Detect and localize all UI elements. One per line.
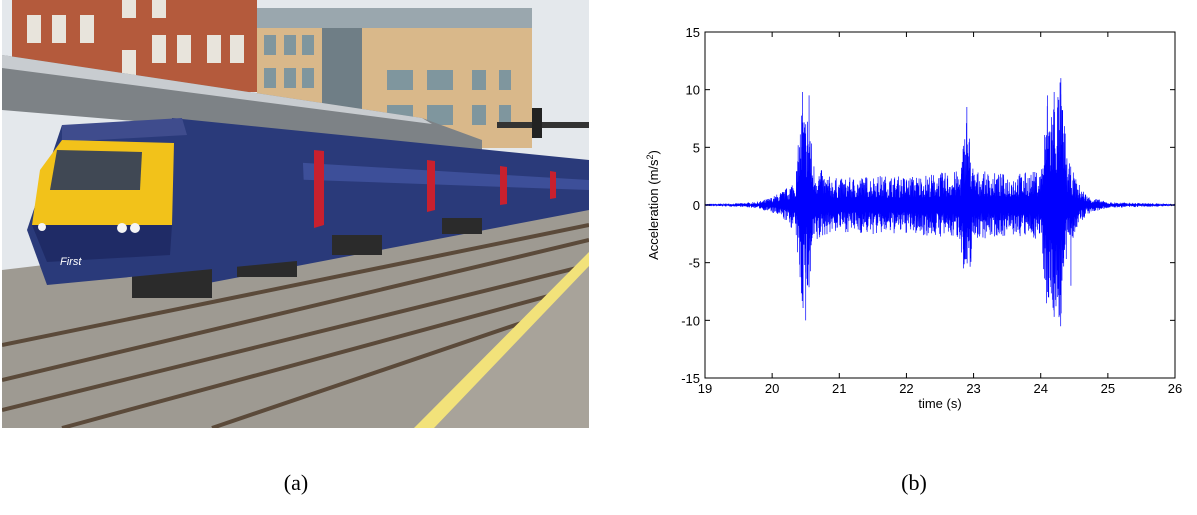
acceleration-signal [704, 78, 1176, 327]
x-axis: 19 20 21 22 23 24 25 26 [698, 32, 1182, 396]
y-axis: -15 -10 -5 0 5 10 15 [681, 25, 1175, 386]
x-tick-label: 19 [698, 381, 712, 396]
y-tick-label: -5 [688, 256, 700, 271]
signal-line [704, 78, 1176, 327]
brick-building-windows [27, 0, 244, 75]
x-tick-label: 22 [899, 381, 913, 396]
y-tick-label: -10 [681, 313, 700, 328]
train-livery-text: First [60, 256, 82, 268]
y-axis-label-main: Acceleration (m/s [646, 159, 661, 260]
y-tick-label: 0 [693, 198, 700, 213]
caption-b: (b) [901, 470, 927, 495]
train-photo: First [2, 0, 589, 428]
y-tick-label: -15 [681, 371, 700, 386]
x-tick-label: 20 [765, 381, 779, 396]
y-axis-label: Acceleration (m/s2) [645, 150, 661, 260]
carriage-doors [314, 150, 556, 228]
x-tick-label: 24 [1033, 381, 1047, 396]
x-tick-label: 26 [1168, 381, 1182, 396]
train-photo-illustration: First [2, 0, 589, 428]
acceleration-chart: 19 20 21 22 23 24 25 26 -15 -10 -5 0 5 10 15 time (s)… [636, 18, 1192, 430]
headlights [38, 223, 140, 233]
x-tick-label: 21 [832, 381, 846, 396]
y-tick-label: 5 [693, 140, 700, 155]
chart-svg: 19 20 21 22 23 24 25 26 -15 -10 -5 0 5 10 15 time (s)… [645, 25, 1182, 411]
y-tick-label: 10 [686, 83, 700, 98]
caption-a: (a) [283, 470, 309, 495]
train-windscreen [50, 150, 142, 190]
x-axis-label: time (s) [918, 396, 961, 411]
y-tick-label: 15 [686, 25, 700, 40]
y-axis-label-close: ) [646, 150, 661, 154]
y-axis-label-superscript: 2 [645, 154, 655, 159]
signal-gantry [497, 122, 589, 128]
x-tick-label: 25 [1101, 381, 1115, 396]
x-tick-label: 23 [966, 381, 980, 396]
platform-edge-line [414, 252, 589, 428]
